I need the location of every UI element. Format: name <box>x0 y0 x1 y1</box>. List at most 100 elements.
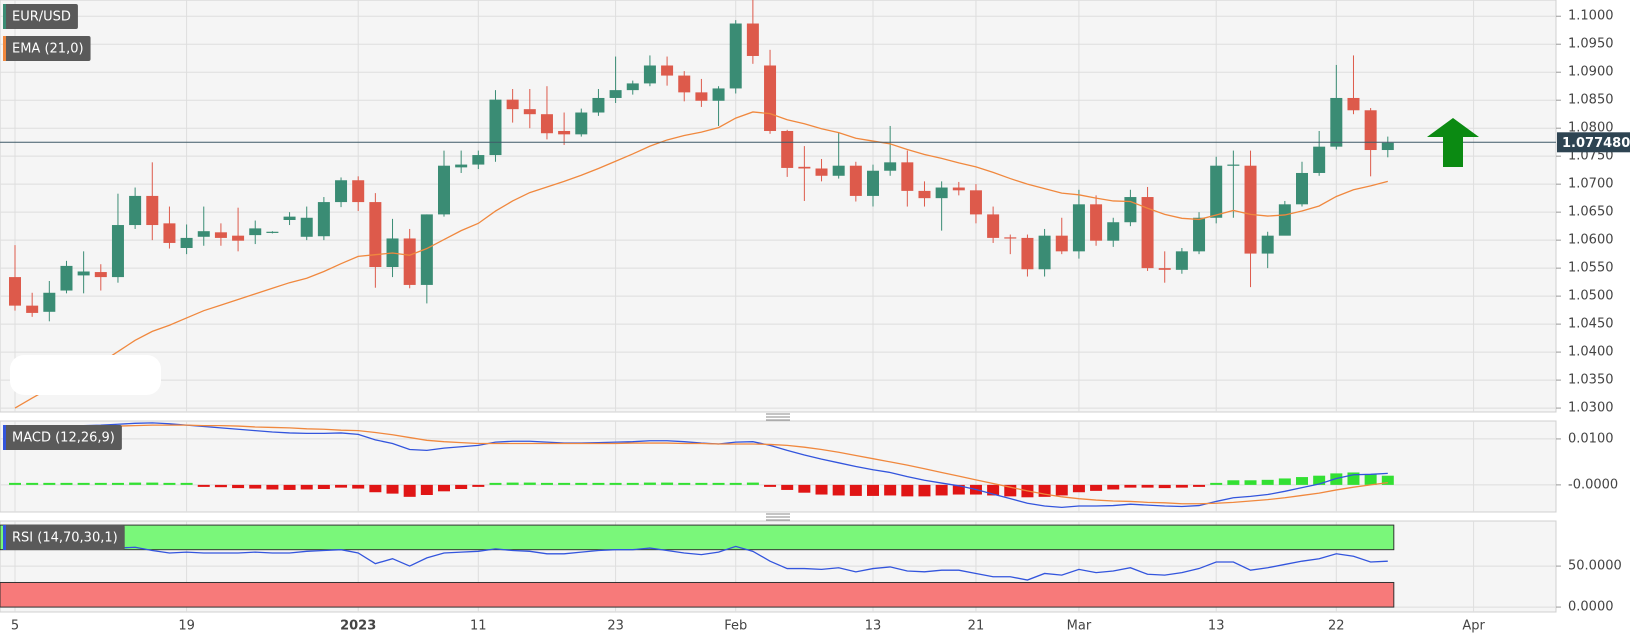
histogram-bar <box>146 482 159 485</box>
histogram-bar <box>352 484 365 489</box>
histogram-bar <box>712 482 725 485</box>
histogram-bar <box>506 482 519 485</box>
y-tick-label: 1.0350 <box>1568 373 1614 388</box>
y-tick-label: -0.0000 <box>1568 477 1618 492</box>
candle-body <box>815 168 828 176</box>
candle-body <box>1381 142 1394 151</box>
histogram-bar <box>1072 484 1085 493</box>
candle-body <box>712 88 725 101</box>
candle-body <box>1347 97 1360 111</box>
histogram-bar <box>1227 480 1240 485</box>
legend-item: RSI (14,70,30,1) <box>3 525 125 550</box>
x-tick-label: 19 <box>178 619 195 634</box>
candle-body <box>317 202 330 237</box>
legend-label: RSI (14,70,30,1) <box>12 531 118 546</box>
legend-box <box>3 425 122 450</box>
candle-body <box>558 130 571 135</box>
candle-body <box>335 180 348 203</box>
candle-body <box>746 23 759 56</box>
x-tick-label: 13 <box>1208 619 1225 634</box>
candle-body <box>43 292 56 312</box>
rsi-band <box>0 581 1395 608</box>
candle-body <box>60 265 73 291</box>
histogram-bar <box>403 484 416 497</box>
histogram-bar <box>540 482 553 485</box>
candle-body <box>987 214 1000 238</box>
histogram-bar <box>695 482 708 485</box>
x-tick-label: 22 <box>1328 619 1345 634</box>
candle-body <box>1158 268 1171 270</box>
legend-swatch <box>3 36 6 61</box>
histogram-bar <box>94 482 107 485</box>
histogram-bar <box>317 484 330 490</box>
histogram-bar <box>626 482 639 485</box>
histogram-bar <box>832 484 845 496</box>
candle-body <box>472 155 485 165</box>
rsi-band <box>0 524 1395 551</box>
candle-body <box>94 272 107 278</box>
histogram-bar <box>9 482 21 485</box>
candle-body <box>1244 165 1257 254</box>
histogram-bar <box>884 484 897 496</box>
histogram-bar <box>111 482 124 485</box>
macd-panel <box>0 420 1557 513</box>
candle-body <box>214 232 227 238</box>
up-arrow-icon <box>1427 118 1479 167</box>
candle-body <box>77 271 90 276</box>
y-tick-label: 1.0400 <box>1568 345 1614 360</box>
candle-body <box>1296 172 1308 205</box>
histogram-bar <box>60 482 73 485</box>
candle-body <box>129 195 142 226</box>
y-tick-label: 50.0000 <box>1568 559 1622 574</box>
histogram-bar <box>1261 479 1274 485</box>
candle-body <box>626 83 639 91</box>
candle-body <box>781 130 794 168</box>
y-tick-label: 1.0650 <box>1568 205 1614 220</box>
histogram-bar <box>1193 484 1206 487</box>
histogram-bar <box>1055 484 1068 496</box>
histogram-bar <box>300 484 313 490</box>
candle-body <box>1330 97 1343 147</box>
candle-body <box>506 99 519 110</box>
histogram-bar <box>661 482 674 485</box>
y-tick-label: 1.0800 <box>1568 121 1614 136</box>
histogram-bar <box>438 484 450 492</box>
candle-body <box>1261 235 1274 254</box>
legend-item: MACD (12,26,9) <box>3 425 122 450</box>
candle-body <box>901 162 914 191</box>
histogram-bar <box>1038 484 1051 497</box>
legend-box <box>3 36 91 61</box>
candle-body <box>438 165 450 215</box>
y-tick-label: 1.0450 <box>1568 317 1614 332</box>
candle-body <box>1021 237 1034 270</box>
y-tick-label: 1.0950 <box>1568 37 1614 52</box>
histogram-bar <box>369 484 382 493</box>
panel-handle[interactable] <box>766 513 790 521</box>
legend-swatch <box>3 4 6 29</box>
panel-handle[interactable] <box>766 413 790 421</box>
y-tick-label: 1.0900 <box>1568 65 1614 80</box>
candle-body <box>403 238 416 285</box>
x-tick-label: Mar <box>1067 619 1092 634</box>
legend-item: EMA (21,0) <box>3 36 91 61</box>
x-tick-label: 11 <box>470 619 487 634</box>
line <box>14 111 1388 409</box>
histogram-bar <box>489 482 502 485</box>
legend-item: EUR/USD <box>3 4 78 29</box>
candle-body <box>1227 164 1240 166</box>
candle-body <box>266 231 279 233</box>
legend-box <box>3 525 125 550</box>
legend-label: EUR/USD <box>12 10 71 25</box>
candle-body <box>1175 251 1188 270</box>
histogram-bar <box>129 482 142 485</box>
candle-body <box>1313 146 1326 173</box>
histogram-bar <box>764 484 777 487</box>
histogram-bar <box>1210 482 1223 485</box>
candle-body <box>232 235 245 241</box>
candle-body <box>884 162 897 171</box>
candle-body <box>1364 110 1377 151</box>
last-price-label: 1.077480 <box>1562 136 1630 151</box>
histogram-bar <box>472 484 485 487</box>
